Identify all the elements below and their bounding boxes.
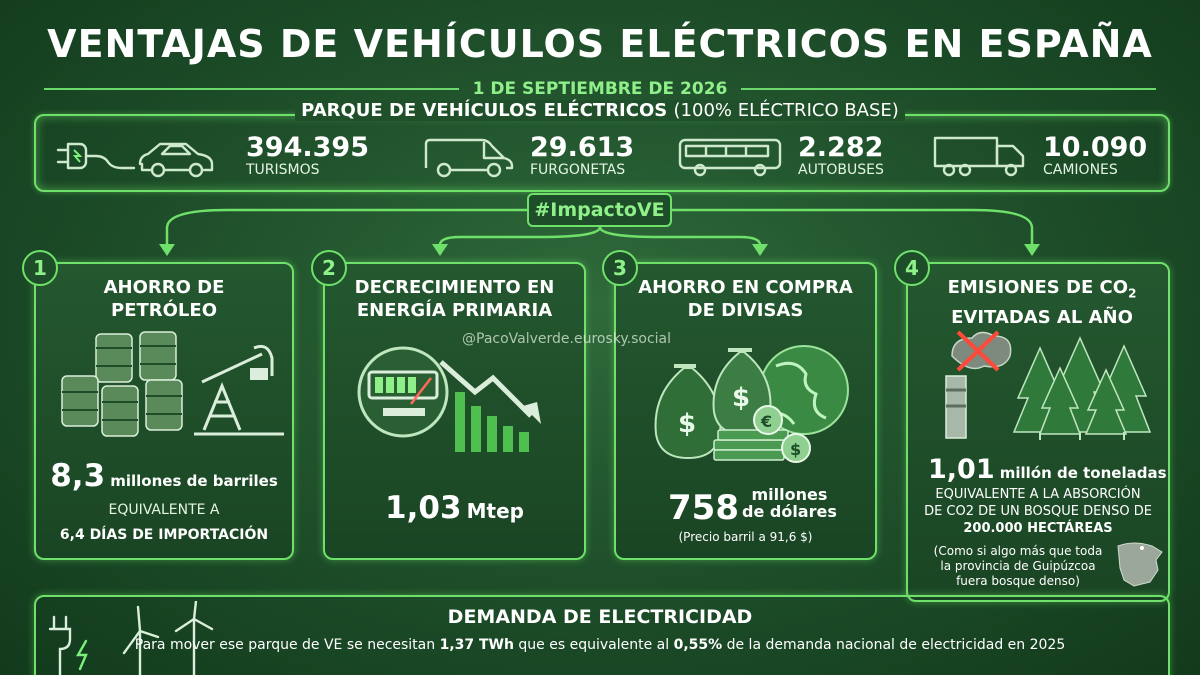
oil-value-row: 8,3 millones de barriles xyxy=(36,458,292,494)
card-number: 3 xyxy=(602,250,638,286)
fleet-item-autobuses: 2.282 AUTOBUSES xyxy=(676,134,884,178)
page-title: VENTAJAS DE VEHÍCULOS ELÉCTRICOS EN ESPA… xyxy=(47,22,1153,66)
oil-unit: millones de barriles xyxy=(110,472,278,490)
fleet-title-bold: PARQUE DE VEHÍCULOS ELÉCTRICOS xyxy=(301,100,668,121)
co2-value: 1,01 xyxy=(928,454,995,485)
electricity-text-2: que es equivalente al xyxy=(518,637,670,653)
co2-paren-2: la provincia de Guipúzcoa xyxy=(940,559,1096,573)
card-title: DECRECIMIENTO EN ENERGÍA PRIMARIA xyxy=(354,277,555,321)
camiones-label: CAMIONES xyxy=(1043,162,1118,178)
fleet-title-light: (100% ELÉCTRICO BASE) xyxy=(673,100,899,121)
co2-note-1: EQUIVALENTE A LA ABSORCIÓN xyxy=(935,487,1141,502)
co2-paren-3: fuera bosque denso) xyxy=(956,574,1080,588)
currency-unit-1: millones xyxy=(751,485,828,504)
furgonetas-label: FURGONETAS xyxy=(530,162,626,178)
card-co2-emissions: 4 EMISIONES DE CO2 EVITADAS AL AÑO 1,01 … xyxy=(894,250,1170,602)
svg-text:$: $ xyxy=(732,383,750,413)
card-number: 2 xyxy=(311,250,347,286)
fleet-item-furgonetas: 29.613 FURGONETAS xyxy=(422,134,634,178)
oil-value: 8,3 xyxy=(50,458,106,494)
camiones-value: 10.090 xyxy=(1043,132,1148,163)
svg-text:$: $ xyxy=(790,440,801,459)
card-currency-savings: 3 AHORRO EN COMPRA DE DIVISAS $ $ € $ 75… xyxy=(602,250,877,560)
currency-value: 758 xyxy=(668,488,739,528)
electricity-text-3: de la demanda nacional de electricidad e… xyxy=(726,637,1066,653)
electricity-value-1: 1,37 TWh xyxy=(439,637,514,653)
electricity-value-2: 0,55% xyxy=(673,637,723,653)
card-number: 1 xyxy=(22,250,58,286)
co2-note-2: DE CO2 DE UN BOSQUE DENSO DE xyxy=(924,504,1152,519)
fleet-panel: 394.395 TURISMOS 29.613 FURGONETAS xyxy=(34,114,1170,192)
hashtag-badge: #ImpactoVE xyxy=(527,193,672,227)
date-text: 1 DE SEPTIEMBRE DE 2026 xyxy=(472,79,728,99)
car-icon xyxy=(56,142,214,178)
date-line: 1 DE SEPTIEMBRE DE 2026 xyxy=(30,78,1170,100)
currency-unit-2: de dólares xyxy=(742,502,837,521)
card-title: EMISIONES DE CO2 EVITADAS AL AÑO xyxy=(932,276,1152,329)
fleet-title-wrap: PARQUE DE VEHÍCULOS ELÉCTRICOS (100% ELÉ… xyxy=(295,100,905,121)
currency-unit-block: millones de dólares xyxy=(742,486,837,520)
watermark: @PacoValverde.eurosky.social xyxy=(462,331,672,347)
oil-barrels-icon xyxy=(61,331,284,437)
card-title: AHORRO EN COMPRA DE DIVISAS xyxy=(638,277,853,321)
electricity-panel xyxy=(34,595,1170,675)
fleet-item-camiones: 10.090 CAMIONES xyxy=(931,134,1147,178)
co2-unit: millón de toneladas xyxy=(999,464,1167,482)
energy-value-row: 1,03 Mtep xyxy=(325,490,584,526)
autobuses-value: 2.282 xyxy=(798,132,884,163)
wind-plug-icon xyxy=(48,601,214,675)
card-title: AHORRO DE PETRÓLEO xyxy=(103,277,225,321)
oil-note-2: 6,4 DÍAS DE IMPORTACIÓN xyxy=(59,527,269,543)
co2-notes: EQUIVALENTE A LA ABSORCIÓN DE CO2 DE UN … xyxy=(914,486,1162,537)
card-primary-energy: 2 DECRECIMIENTO EN ENERGÍA PRIMARIA 1,03… xyxy=(311,250,586,560)
energy-value: 1,03 xyxy=(385,490,462,526)
bus-icon xyxy=(678,138,782,177)
currency-note: (Precio barril a 91,6 $) xyxy=(678,530,813,544)
electricity-text-1: Para mover ese parque de VE se necesitan xyxy=(134,637,436,653)
spain-map-icon xyxy=(1117,542,1163,587)
co2-paren: (Como si algo más que toda la provincia … xyxy=(928,544,1108,589)
co2-title-b: EVITADAS AL AÑO xyxy=(951,306,1133,328)
svg-text:€: € xyxy=(760,412,772,431)
energy-decrease-icon xyxy=(357,346,541,452)
co2-paren-1: (Como si algo más que toda xyxy=(933,544,1103,558)
fleet-item-turismos: 394.395 TURISMOS xyxy=(54,134,369,178)
turismos-value: 394.395 xyxy=(246,132,369,163)
furgonetas-value: 29.613 xyxy=(530,132,635,163)
van-icon xyxy=(424,138,514,178)
co2-value-row: 1,01 millón de toneladas xyxy=(928,454,1167,485)
svg-text:$: $ xyxy=(678,409,696,439)
co2-note-3: 200.000 HECTÁREAS xyxy=(963,521,1113,536)
energy-unit: Mtep xyxy=(466,499,524,523)
forest-icon xyxy=(945,330,1152,440)
truck-icon xyxy=(933,136,1025,177)
co2-title-sub: 2 xyxy=(1128,286,1137,301)
oil-note-1: EQUIVALENTE A xyxy=(108,502,220,518)
card-number: 4 xyxy=(894,250,930,286)
turismos-label: TURISMOS xyxy=(246,162,320,178)
autobuses-label: AUTOBUSES xyxy=(798,162,884,178)
co2-title-a: EMISIONES DE CO xyxy=(947,277,1129,298)
fleet-title: PARQUE DE VEHÍCULOS ELÉCTRICOS (100% ELÉ… xyxy=(0,100,1200,121)
electricity-title: DEMANDA DE ELECTRICIDAD xyxy=(447,606,753,628)
card-oil-savings: 1 AHORRO DE PETRÓLEO 8,3 millones de bar… xyxy=(22,250,294,560)
electricity-text: Para mover ese parque de VE se necesitan… xyxy=(0,637,1200,653)
money-bags-icon: $ $ € $ xyxy=(654,345,849,463)
